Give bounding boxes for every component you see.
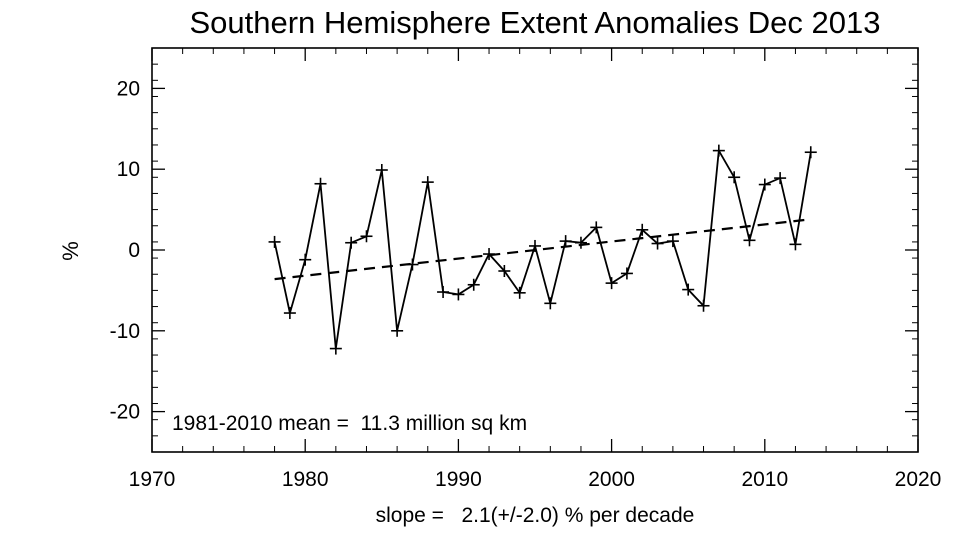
y-tick-label: 20 [117,77,140,100]
data-point-marker [345,236,358,249]
data-point-marker [651,237,664,250]
data-point-marker [375,164,388,177]
tick-labels: 1970 1980 1990 2000 2010 2020 -20 -10 0 10 20 [110,77,942,491]
y-axis-label: % [58,241,83,261]
data-point-marker [590,221,603,234]
slope-annotation: slope = 2.1(+/-2.0) % per decade [376,504,695,527]
data-point-marker [666,235,679,248]
data-point-marker [743,234,756,247]
anomaly-line [273,147,812,349]
data-point-marker [620,267,633,280]
trend-line [274,218,811,281]
mean-annotation: 1981-2010 mean = 11.3 million sq km [172,412,527,435]
data-point-marker [697,299,710,312]
data-point-marker [498,265,511,278]
data-point-marker [314,177,327,190]
data-point-marker [804,146,817,159]
data-point-marker [437,286,450,299]
data-point-marker [268,235,281,248]
x-tick-label: 1990 [435,468,482,491]
data-point-marker [682,283,695,296]
y-tick-label: 10 [117,158,140,181]
y-tick-label: -10 [110,320,140,343]
x-tick-label: 1970 [129,468,176,491]
x-tick-label: 2020 [895,468,942,491]
data-point-marker [789,238,802,251]
data-point-marker [712,144,725,157]
data-point-marker [360,230,373,243]
data-point-marker [544,297,557,310]
y-tick-label: 0 [128,239,140,262]
data-point-marker [513,286,526,299]
data-point-marker [452,288,465,301]
x-tick-label: 2000 [588,468,635,491]
x-tick-label: 2010 [741,468,788,491]
data-point-marker [559,235,572,248]
data-point-marker [774,172,787,185]
data-point-marker [421,176,434,189]
data-point-marker [758,178,771,191]
data-point-marker [299,253,312,266]
data-point-marker [728,171,741,184]
data-point-marker [605,277,618,290]
data-point-marker [636,223,649,236]
chart-title: Southern Hemisphere Extent Anomalies Dec… [189,5,880,40]
data-point-marker [391,324,404,337]
x-tick-label: 1980 [282,468,329,491]
data-point-marker [283,307,296,320]
axis-ticks [151,47,919,453]
data-point-marker [329,342,342,355]
y-tick-label: -20 [110,401,140,424]
data-point-marker [574,236,587,249]
series-layer [268,144,817,355]
data-point-marker [467,278,480,291]
